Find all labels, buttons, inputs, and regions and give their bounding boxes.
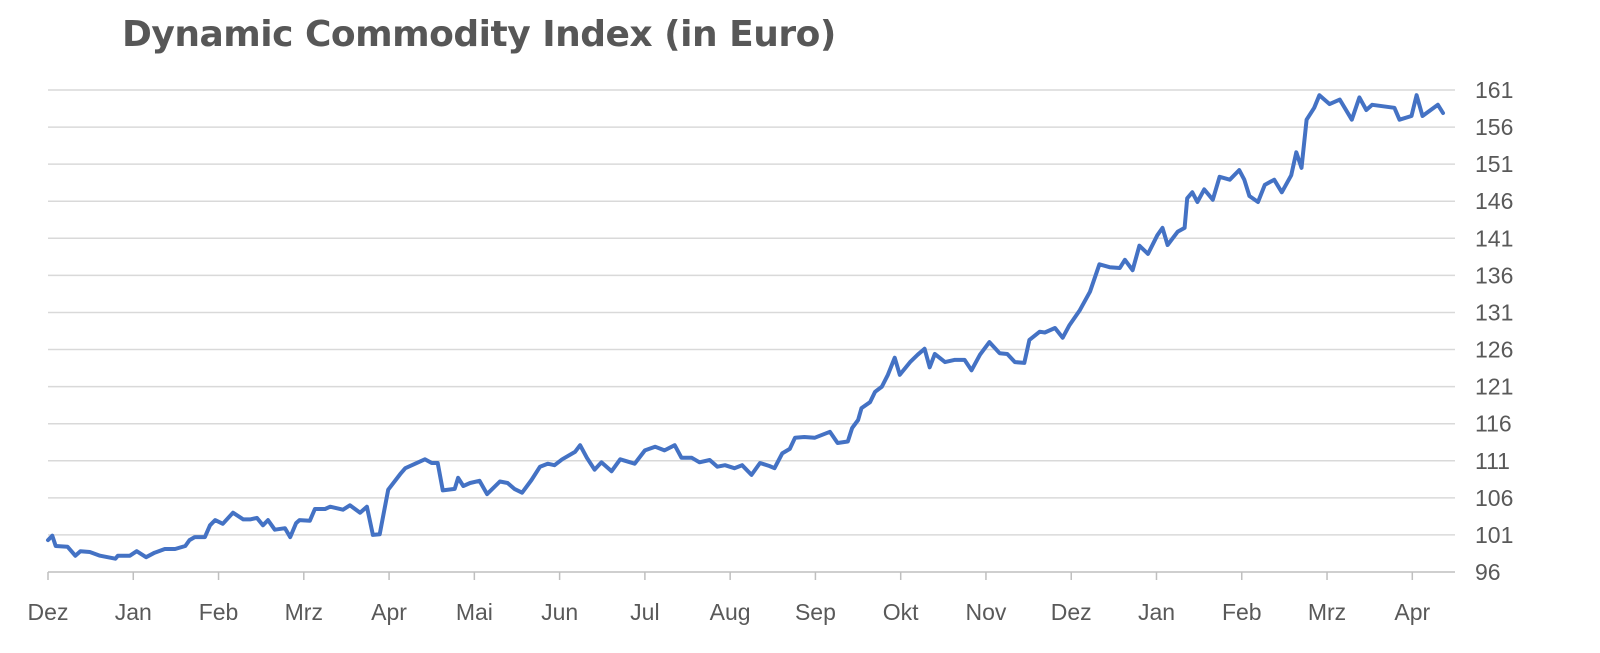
y-tick-label: 106	[1475, 485, 1513, 511]
x-tick-label: Nov	[966, 599, 1007, 625]
y-tick-label: 131	[1475, 299, 1513, 325]
x-tick-label: Mrz	[1308, 599, 1346, 625]
x-tick-label: Sep	[795, 599, 836, 625]
x-tick-label: Jan	[1138, 599, 1175, 625]
y-tick-label: 111	[1475, 448, 1510, 474]
x-tick-label: Aug	[710, 599, 751, 625]
x-tick-label: Dez	[28, 599, 69, 625]
x-tick-label: Mrz	[285, 599, 323, 625]
y-tick-label: 161	[1475, 77, 1513, 103]
x-tick-label: Apr	[1394, 599, 1430, 625]
x-tick-label: Jul	[630, 599, 659, 625]
x-tick-label: Jun	[541, 599, 578, 625]
x-tick-label: Okt	[883, 599, 919, 625]
x-tick-label: Feb	[199, 599, 239, 625]
y-tick-label: 121	[1475, 374, 1513, 400]
y-tick-label: 96	[1475, 559, 1501, 585]
y-tick-label: 156	[1475, 114, 1513, 140]
y-tick-label: 101	[1475, 522, 1513, 548]
x-tick-label: Mai	[456, 599, 493, 625]
y-tick-label: 126	[1475, 337, 1513, 363]
y-tick-label: 116	[1475, 411, 1512, 437]
y-tick-label: 146	[1475, 188, 1513, 214]
y-tick-label: 141	[1475, 225, 1513, 251]
x-tick-label: Feb	[1222, 599, 1262, 625]
series-line	[46, 93, 1445, 561]
chart-title: Dynamic Commodity Index (in Euro)	[122, 14, 836, 55]
y-tick-label: 136	[1475, 262, 1513, 288]
x-tick-label: Dez	[1051, 599, 1092, 625]
x-tick-label: Apr	[371, 599, 407, 625]
y-tick-label: 151	[1475, 151, 1513, 177]
x-tick-label: Jan	[115, 599, 152, 625]
